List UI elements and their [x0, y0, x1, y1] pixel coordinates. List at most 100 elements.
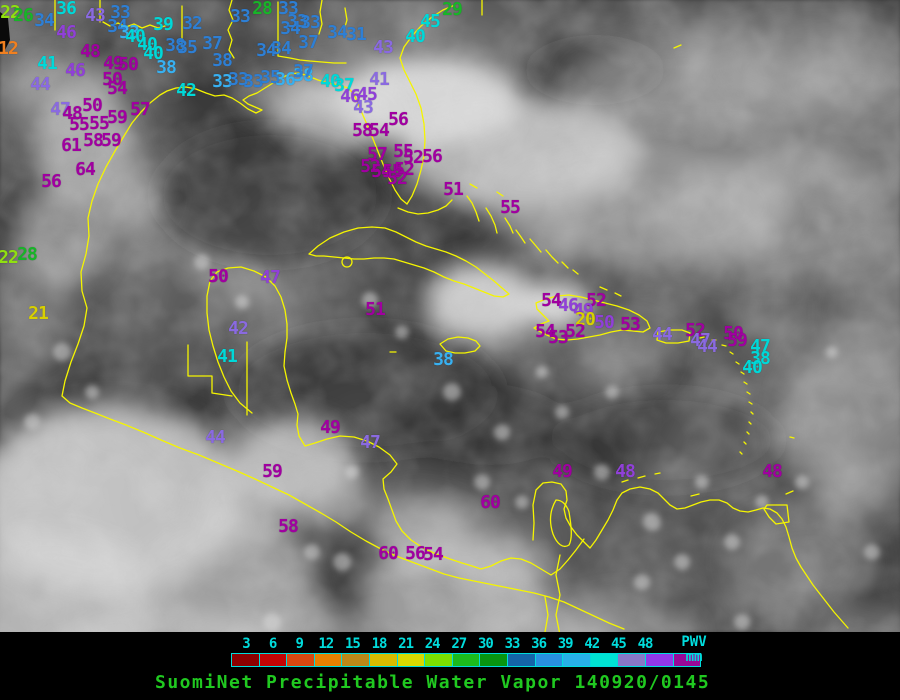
station-pwv-value: 33: [119, 22, 140, 43]
islands-lesser-antilles: [699, 336, 795, 455]
station-pwv-value: 43: [373, 37, 394, 58]
station-pwv-value: 37: [293, 61, 314, 82]
colorbar-tick-label: 24: [424, 636, 441, 652]
station-pwv-value: 46: [65, 60, 86, 81]
station-pwv-value: 41: [369, 69, 390, 90]
station-pwv-value: 35: [260, 67, 281, 88]
station-pwv-value: 54: [423, 544, 444, 565]
pwv-label: PWV: [681, 634, 707, 650]
station-pwv-value: 53: [548, 327, 569, 348]
station-pwv-value: 34: [280, 18, 301, 39]
station-pwv-value: 42: [176, 80, 197, 101]
colorbar: [231, 653, 701, 667]
station-pwv-value: 38: [156, 57, 177, 78]
station-pwv-value: 56: [41, 171, 62, 192]
colorbar-segment: [425, 654, 452, 666]
station-pwv-value: 61: [61, 135, 82, 156]
colorbar-segment: [232, 654, 259, 666]
station-pwv-value: 58: [83, 130, 104, 151]
station-pwv-value: 54: [535, 321, 556, 342]
station-pwv-value: 12: [0, 38, 19, 59]
colorbar-segment: [287, 654, 314, 666]
station-pwv-value: 40: [742, 357, 763, 378]
colorbar-tick-label: 27: [451, 636, 467, 652]
station-pwv-value: 44: [652, 324, 673, 345]
station-pwv-value: 38: [165, 35, 186, 56]
colorbar-tick-label: 48: [637, 636, 654, 652]
station-pwv-value: 33: [212, 71, 233, 92]
station-pwv-value: 54: [369, 120, 390, 141]
station-pwv-value: 59: [107, 107, 128, 128]
colorbar-segment: [259, 654, 287, 666]
station-pwv-value: 51: [443, 179, 464, 200]
station-pwv-value: 33: [287, 11, 308, 32]
station-pwv-value: 52: [360, 156, 381, 177]
station-pwv-value: 20: [575, 309, 596, 330]
station-pwv-value: 56: [388, 109, 409, 130]
station-pwv-value: 49: [103, 53, 124, 74]
station-pwv-value: 55: [382, 161, 403, 182]
islands-bahamas: [389, 183, 622, 353]
station-pwv-value: 45: [357, 84, 378, 105]
station-pwv-value: 50: [594, 312, 615, 333]
satellite-image-area: 22 26 34 36 43 33 34 33 39 32 33 28 33 12 46 48 40 40 40 38…: [0, 0, 900, 632]
station-pwv-value: 28: [17, 244, 38, 265]
station-pwv-value: 52: [586, 290, 607, 311]
station-pwv-value: 47: [360, 432, 381, 453]
colorbar-tick-label: 30: [477, 636, 494, 652]
station-pwv-value: 29: [442, 0, 463, 20]
station-pwv-value: 56: [405, 543, 426, 564]
station-pwv-value: 33: [230, 6, 251, 27]
station-pwv-value: 37: [298, 32, 319, 53]
station-pwv-value: 21: [28, 303, 49, 324]
map-caption: SuomiNet Precipitable Water Vapor 140920…: [155, 672, 711, 693]
station-pwv-value: 43: [85, 5, 106, 26]
station-pwv-value: 40: [405, 26, 426, 47]
station-pwv-value: 50: [723, 323, 744, 344]
station-pwv-value: 58: [278, 516, 299, 537]
station-pwv-value: 33: [228, 69, 249, 90]
station-pwv-value: 48: [762, 461, 783, 482]
station-pwv-value: 52: [403, 147, 424, 168]
station-pwv-value: 32: [182, 13, 203, 34]
station-pwv-value: 54: [541, 290, 562, 311]
station-pwv-value: 50: [102, 69, 123, 90]
station-pwv-value: 36: [56, 0, 77, 19]
station-pwv-value: 52: [565, 321, 586, 342]
colorbar-segment: [397, 654, 425, 666]
colorbar-tick-label: 3: [242, 636, 251, 652]
station-pwv-value: 38: [433, 349, 454, 370]
station-pwv-value: 37: [334, 75, 355, 96]
station-pwv-value: 49: [552, 461, 573, 482]
colorbar-tick-label: 6: [268, 636, 278, 652]
station-pwv-value: 60: [378, 543, 399, 564]
station-pwv-value: 54: [107, 78, 128, 99]
colorbar-segment: [618, 654, 645, 666]
station-pwv-value: 35: [177, 37, 198, 58]
station-pwv-value: 39: [153, 14, 174, 35]
mm-label: mm: [685, 649, 703, 665]
station-pwv-value: 55: [69, 114, 90, 135]
station-pwv-value: 34: [34, 10, 55, 31]
station-pwv-value: 46: [56, 22, 77, 43]
coast-gulf-mexico: [61, 72, 625, 630]
station-pwv-value: 59: [101, 130, 122, 151]
station-pwv-value: 54: [371, 161, 392, 182]
lake-maracaibo: [549, 499, 572, 548]
station-pwv-value: 50: [208, 266, 229, 287]
colorbar-segment: [480, 654, 507, 666]
station-pwv-value: 38: [212, 50, 233, 71]
station-pwv-value: 48: [62, 103, 83, 124]
station-pwv-value: 49: [320, 417, 341, 438]
station-pwv-value: 55: [500, 197, 521, 218]
island-hispaniola: [533, 294, 651, 341]
station-pwv-value: 47: [750, 336, 771, 357]
colorbar-tick-label: 9: [295, 636, 304, 652]
station-pwv-value: 48: [615, 461, 636, 482]
station-pwv-value: 33: [243, 71, 264, 92]
station-pwv-value: 47: [690, 330, 711, 351]
colorbar-segment: [590, 654, 618, 666]
station-pwv-value: 57: [130, 99, 151, 120]
colorbar-segment: [563, 654, 590, 666]
coast-us-atlantic: [399, 4, 456, 205]
